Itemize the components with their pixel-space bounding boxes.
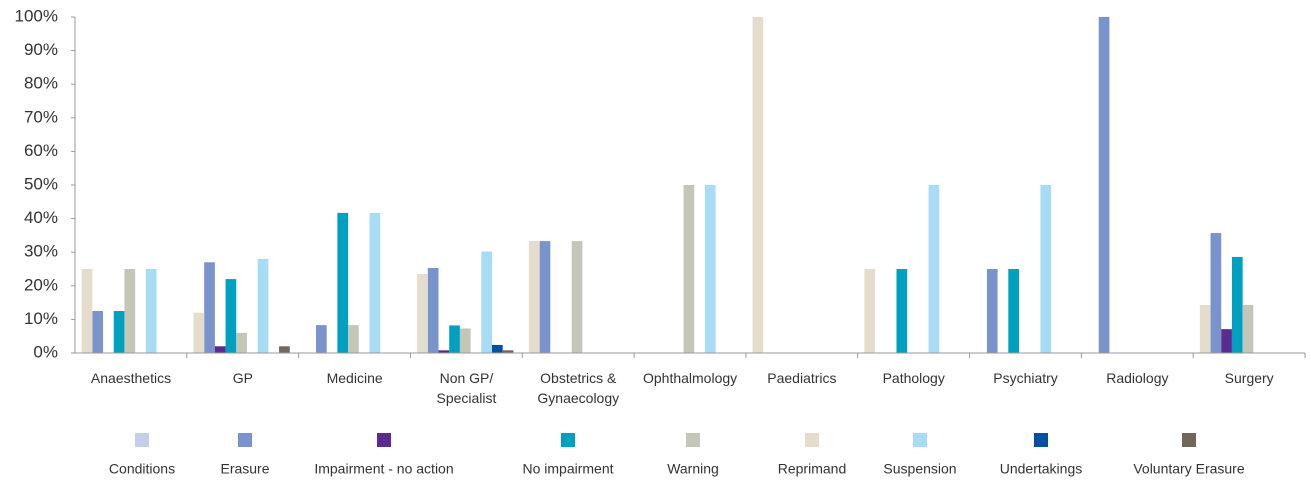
y-tick-label: 50% bbox=[24, 174, 58, 193]
bar bbox=[704, 185, 716, 353]
bar bbox=[236, 332, 247, 353]
legend-label: Conditions bbox=[109, 461, 175, 477]
bar bbox=[1040, 185, 1052, 353]
y-tick-label: 30% bbox=[24, 242, 58, 261]
y-tick-label: 60% bbox=[24, 141, 58, 160]
bar bbox=[1199, 304, 1211, 353]
legend-swatch bbox=[135, 433, 149, 447]
legend-label: Reprimand bbox=[778, 461, 846, 477]
legend-label: Undertakings bbox=[1000, 461, 1083, 477]
legend-swatch bbox=[686, 433, 700, 447]
x-tick-label: Medicine bbox=[326, 370, 383, 386]
legend-label: Erasure bbox=[220, 461, 269, 477]
bar bbox=[864, 269, 876, 353]
legend-swatch bbox=[1034, 433, 1048, 447]
bar bbox=[449, 325, 460, 353]
bar bbox=[1221, 329, 1232, 353]
bar bbox=[571, 241, 583, 353]
y-tick-label: 80% bbox=[24, 74, 58, 93]
bar bbox=[92, 311, 104, 353]
bar bbox=[539, 241, 551, 353]
bar bbox=[214, 346, 226, 353]
x-tick-label: Obstetrics & Gynaecology bbox=[537, 370, 620, 406]
y-tick-label: 10% bbox=[24, 309, 58, 328]
bar bbox=[417, 274, 428, 353]
legend-swatch bbox=[913, 433, 927, 447]
legend-label: Impairment - no action bbox=[314, 461, 453, 477]
y-tick-label: 40% bbox=[24, 208, 58, 227]
x-tick-label: Anaesthetics bbox=[90, 370, 172, 386]
x-tick-label: Paediatrics bbox=[767, 370, 837, 386]
bar bbox=[928, 185, 940, 353]
bar bbox=[1242, 304, 1254, 353]
legend-swatch bbox=[238, 433, 252, 447]
x-tick-label: GP bbox=[232, 370, 253, 386]
bar bbox=[369, 212, 381, 353]
bar bbox=[492, 344, 503, 353]
bar bbox=[502, 350, 514, 353]
bar bbox=[81, 269, 93, 353]
legend-swatch bbox=[1182, 433, 1196, 447]
x-tick-label: Radiology bbox=[1106, 370, 1169, 386]
y-tick-label: 70% bbox=[24, 107, 58, 126]
bar bbox=[528, 241, 540, 353]
bar bbox=[438, 350, 450, 353]
bar bbox=[481, 251, 493, 353]
bar bbox=[225, 279, 237, 353]
bar bbox=[257, 258, 269, 353]
legend-swatch bbox=[561, 433, 575, 447]
bar bbox=[337, 212, 349, 353]
bar bbox=[459, 328, 471, 353]
x-tick-label: Pathology bbox=[882, 370, 945, 386]
y-tick-label: 100% bbox=[15, 6, 58, 25]
bar bbox=[113, 311, 125, 353]
bar bbox=[896, 269, 908, 353]
bar bbox=[193, 312, 205, 353]
bar bbox=[124, 269, 136, 353]
bar bbox=[204, 262, 215, 353]
bar bbox=[1210, 233, 1222, 353]
bar bbox=[145, 269, 157, 353]
bar bbox=[315, 325, 327, 353]
legend-label: Suspension bbox=[883, 461, 956, 477]
legend-label: Voluntary Erasure bbox=[1133, 461, 1244, 477]
x-tick-label: Psychiatry bbox=[993, 370, 1058, 386]
legend-swatch bbox=[377, 433, 391, 447]
bar bbox=[1098, 17, 1110, 353]
bar bbox=[1231, 256, 1243, 353]
legend-label: No impairment bbox=[522, 461, 613, 477]
bar bbox=[348, 325, 359, 353]
bar bbox=[986, 269, 998, 353]
legend-label: Warning bbox=[667, 461, 719, 477]
legend-swatch bbox=[805, 433, 819, 447]
x-tick-label: Non GP/ Specialist bbox=[436, 370, 497, 406]
x-tick-label: Ophthalmology bbox=[642, 370, 738, 386]
y-tick-label: 90% bbox=[24, 40, 58, 59]
y-tick-label: 0% bbox=[33, 342, 58, 361]
x-tick-label: Surgery bbox=[1224, 370, 1274, 386]
bar bbox=[1008, 269, 1019, 353]
bar bbox=[752, 17, 764, 353]
bar bbox=[427, 267, 439, 353]
bar bbox=[279, 346, 290, 353]
y-tick-label: 20% bbox=[24, 275, 58, 294]
bar bbox=[683, 185, 695, 353]
